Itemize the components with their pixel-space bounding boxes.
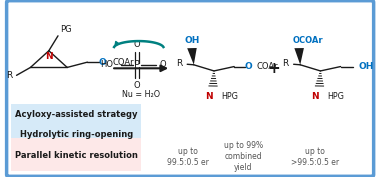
Text: R: R: [176, 59, 182, 68]
Text: Acyloxy-assisted strategy: Acyloxy-assisted strategy: [15, 110, 138, 119]
Text: COAr: COAr: [112, 58, 134, 67]
Text: OH: OH: [359, 62, 374, 71]
Text: N: N: [311, 92, 319, 101]
Text: up to
99.5:0.5 er: up to 99.5:0.5 er: [167, 147, 209, 167]
Polygon shape: [294, 48, 304, 65]
Text: COAr: COAr: [256, 62, 278, 71]
Text: OH: OH: [184, 36, 200, 45]
Text: up to 99%
combined
yield: up to 99% combined yield: [224, 141, 263, 172]
Text: N: N: [205, 92, 212, 101]
Polygon shape: [187, 48, 197, 65]
Text: HPG: HPG: [327, 92, 344, 101]
Text: R: R: [282, 59, 288, 68]
Text: R: R: [6, 71, 12, 80]
Text: Parallel kinetic resolution: Parallel kinetic resolution: [15, 151, 138, 160]
Text: Nu = H₂O: Nu = H₂O: [121, 90, 160, 99]
Text: PG: PG: [60, 25, 71, 34]
FancyBboxPatch shape: [11, 138, 141, 171]
Text: O: O: [133, 81, 140, 90]
Text: O: O: [244, 62, 252, 71]
FancyBboxPatch shape: [11, 104, 141, 138]
Text: Hydrolytic ring-opening: Hydrolytic ring-opening: [20, 130, 133, 139]
Text: HO: HO: [100, 60, 113, 69]
Text: up to
>99.5:0.5 er: up to >99.5:0.5 er: [291, 147, 339, 167]
Text: P: P: [134, 60, 140, 70]
Text: O: O: [99, 58, 107, 67]
Text: O: O: [133, 40, 140, 49]
Text: O: O: [160, 60, 166, 69]
Text: OCOAr: OCOAr: [292, 36, 323, 45]
Text: +: +: [268, 61, 280, 76]
Text: HPG: HPG: [221, 92, 238, 101]
Text: N: N: [45, 52, 52, 61]
